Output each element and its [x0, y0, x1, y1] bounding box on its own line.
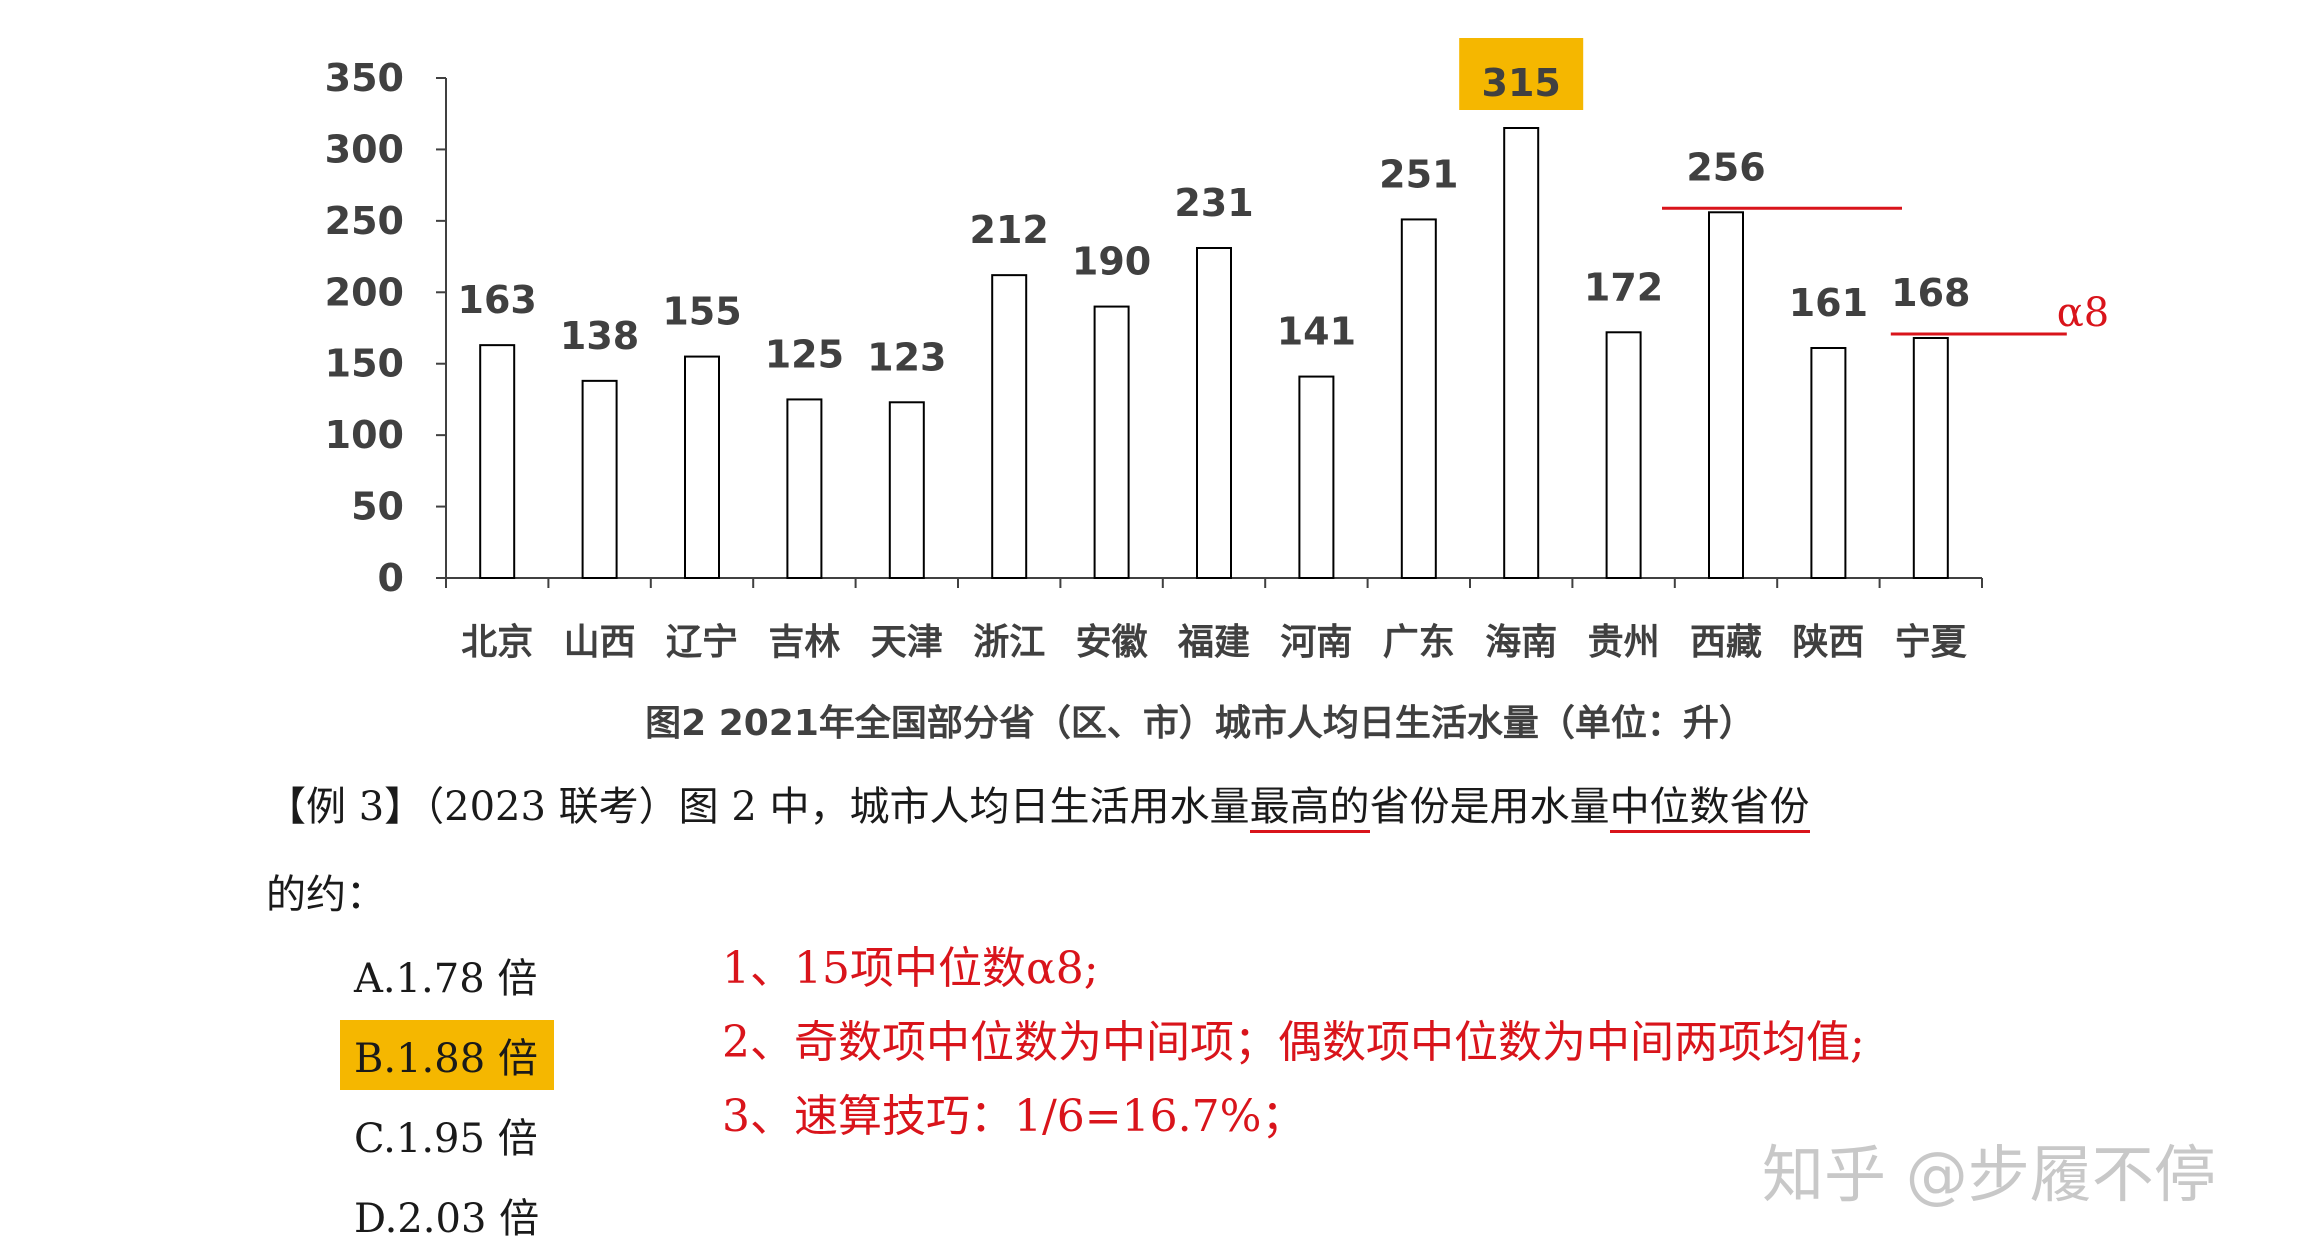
data-labels: 163 138 155 125 123 212 190 231 141 251 315 172 256 1…: [458, 38, 1970, 379]
data-label: 172: [1584, 265, 1663, 309]
category-label: 山西: [564, 622, 636, 663]
bar: [1503, 127, 1540, 579]
bar: [1605, 331, 1642, 579]
bar: [1400, 218, 1437, 580]
y-tick-label: 100: [325, 413, 404, 457]
category-label: 北京: [461, 621, 533, 663]
x-axis: [445, 577, 1983, 588]
y-tick-label: 350: [325, 56, 404, 100]
category-label: 辽宁: [666, 622, 738, 663]
y-axis: 0 50 100 150 200 250 300 350: [325, 56, 447, 600]
bar: [684, 355, 720, 580]
data-label: 256: [1686, 145, 1765, 189]
y-tick-label: 200: [325, 270, 404, 314]
bar: [581, 379, 618, 579]
data-label: 251: [1379, 152, 1458, 196]
bar-chart: 0 50 100 150 200 250 300 350 163 138 155 125 123 212…: [325, 38, 2109, 744]
y-tick-label: 0: [378, 556, 404, 600]
data-label: 163: [458, 278, 537, 322]
bar: [1196, 247, 1232, 579]
note-1: 1、15项中位数α8;: [722, 943, 1099, 994]
question-prefix: 【例 3】（2023 联考）图 2 中，城市人均日生活用水量: [266, 784, 1250, 830]
y-tick-label: 250: [325, 199, 404, 243]
data-label: 138: [560, 314, 639, 358]
bar: [786, 398, 823, 579]
category-label: 河南: [1280, 622, 1352, 663]
category-label: 贵州: [1588, 622, 1660, 663]
annotation-text: α8: [2057, 290, 2109, 336]
category-label: 陕西: [1792, 622, 1864, 663]
category-label: 浙江: [973, 622, 1045, 663]
bar: [479, 344, 516, 579]
y-tick-label: 300: [325, 127, 404, 171]
watermark: 知乎 @步履不停: [1762, 1138, 2216, 1211]
data-label: 123: [867, 335, 946, 379]
option-d[interactable]: D.2.03 倍: [354, 1196, 540, 1242]
y-tick-label: 150: [325, 342, 404, 386]
question-underline-median: 中位数省份: [1609, 784, 1810, 833]
question-text-line2: 的约：: [266, 872, 386, 918]
bars: [479, 127, 1949, 580]
category-label: 广东: [1383, 622, 1455, 663]
data-label: 161: [1789, 281, 1868, 325]
data-label: 168: [1891, 271, 1970, 315]
note-2: 2、奇数项中位数为中间项；偶数项中位数为中间两项均值;: [722, 1017, 1865, 1068]
bar: [1810, 347, 1847, 579]
bar: [991, 274, 1028, 579]
annotations: α8: [1662, 206, 2109, 336]
category-label: 天津: [871, 622, 943, 663]
option-a[interactable]: A.1.78 倍: [354, 956, 538, 1002]
data-label: 315: [1482, 61, 1561, 105]
data-label: 155: [662, 290, 741, 334]
data-label: 190: [1072, 240, 1151, 284]
option-b[interactable]: B.1.88 倍: [340, 1020, 554, 1090]
category-label: 吉林: [768, 622, 840, 663]
y-tick-label: 50: [351, 485, 404, 529]
bar: [1912, 337, 1949, 579]
bar: [1093, 305, 1130, 579]
chart-caption: 图2 2021年全国部分省（区、市）城市人均日生活水量（单位：升）: [645, 702, 1755, 744]
category-label: 安徽: [1076, 622, 1149, 663]
question-middle: 省份是用水量: [1369, 784, 1610, 830]
option-c[interactable]: C.1.95 倍: [354, 1116, 538, 1162]
question-text: 【例 3】（2023 联考）图 2 中，城市人均日生活用水量最高的省份是用水量中…: [266, 778, 2166, 836]
data-label: 231: [1174, 181, 1253, 225]
bar: [1298, 375, 1335, 580]
category-label: 西藏: [1690, 622, 1762, 663]
bar: [1708, 211, 1744, 580]
question-underline-highest: 最高的: [1249, 784, 1370, 833]
category-label: 福建: [1177, 622, 1250, 663]
category-labels: 北京 山西 辽宁 吉林 天津 浙江 安徽 福建 河南 广东 海南 贵州 西藏 陕西 宁夏: [461, 621, 1968, 663]
category-label: 宁夏: [1895, 622, 1968, 663]
data-label: 141: [1277, 310, 1356, 354]
data-label-highlight: [1459, 38, 1584, 110]
data-label: 212: [970, 208, 1049, 252]
bar: [888, 401, 925, 579]
note-3: 3、速算技巧：1/6=16.7%；: [722, 1091, 1306, 1142]
data-label: 125: [765, 332, 844, 376]
category-label: 海南: [1485, 622, 1557, 663]
